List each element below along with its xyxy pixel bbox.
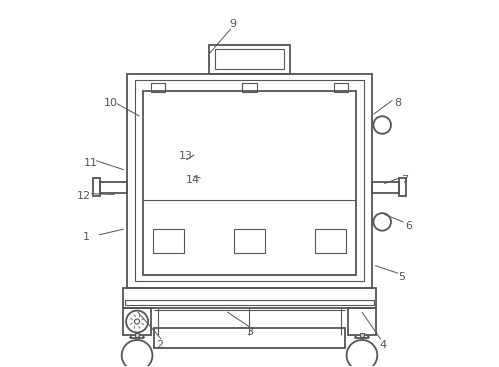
Text: 7: 7	[401, 175, 409, 185]
Bar	[215, 49, 284, 69]
Bar	[209, 44, 290, 74]
Bar	[242, 83, 257, 92]
Bar	[100, 182, 127, 193]
Text: 2: 2	[156, 340, 164, 350]
Bar	[93, 178, 100, 196]
Bar	[155, 328, 344, 348]
Bar	[234, 229, 265, 253]
Text: 6: 6	[405, 221, 412, 230]
Text: 3: 3	[246, 327, 253, 337]
Text: 14: 14	[186, 175, 200, 185]
Text: 1: 1	[83, 232, 90, 241]
Bar	[135, 333, 139, 337]
Text: 5: 5	[398, 272, 405, 282]
Text: 12: 12	[77, 191, 91, 201]
Bar	[153, 229, 184, 253]
Bar	[360, 333, 364, 337]
Bar	[123, 288, 376, 308]
Bar	[334, 83, 348, 92]
Bar	[123, 308, 151, 335]
Text: 4: 4	[379, 340, 387, 350]
Text: 13: 13	[179, 151, 193, 161]
Bar	[399, 178, 406, 196]
Bar	[144, 91, 355, 275]
Bar	[151, 83, 165, 92]
Bar	[135, 80, 364, 281]
Text: 8: 8	[394, 98, 401, 108]
Bar	[125, 301, 374, 305]
Text: 11: 11	[83, 159, 97, 168]
Text: 9: 9	[230, 19, 237, 29]
Bar	[348, 308, 376, 335]
Bar	[315, 229, 346, 253]
Bar	[372, 182, 399, 193]
Bar	[127, 74, 372, 288]
Text: 10: 10	[104, 98, 118, 108]
